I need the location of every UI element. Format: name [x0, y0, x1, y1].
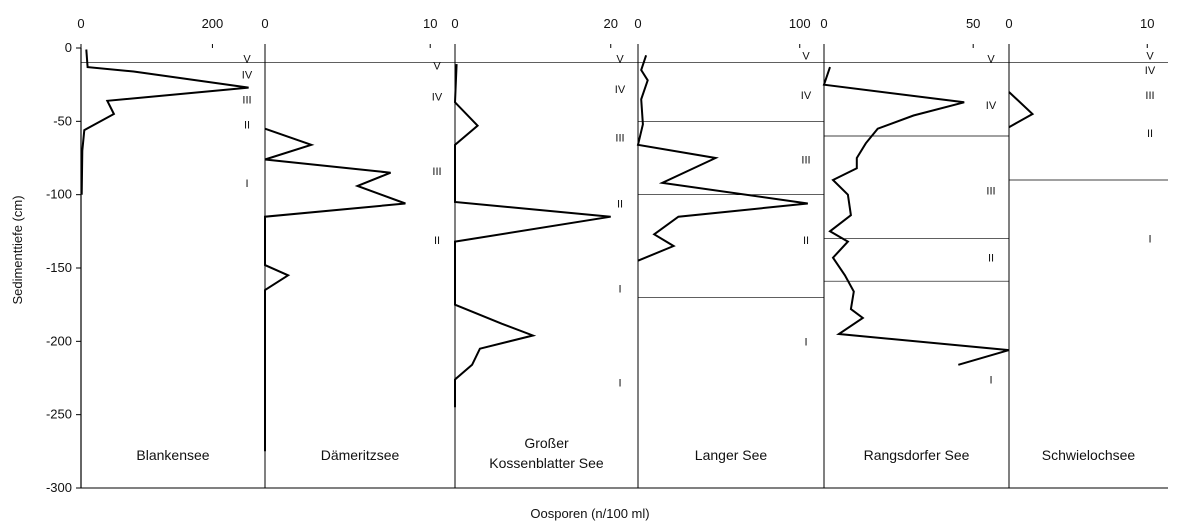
zone-label: II: [244, 119, 250, 131]
zone-label: IV: [1145, 65, 1156, 77]
zone-label: I: [245, 178, 248, 190]
lake-name: Schwielochsee: [1042, 447, 1136, 463]
lake-name: Rangsdorfer See: [864, 447, 970, 463]
zone-label: IV: [801, 90, 812, 102]
zone-label: V: [1146, 50, 1154, 62]
zone-label: II: [434, 235, 440, 247]
zone-label: III: [432, 166, 441, 178]
zone-label: IV: [242, 69, 253, 81]
zone-label: IV: [615, 84, 626, 96]
x-tick-label: 0: [634, 16, 641, 31]
zone-label: V: [243, 53, 251, 65]
zone-label: II: [1147, 128, 1153, 140]
zone-label: IV: [432, 91, 443, 103]
lake-name: Dämeritzsee: [321, 447, 400, 463]
data-line: [824, 67, 1009, 365]
y-tick-label: -150: [46, 260, 72, 275]
zone-label: V: [802, 50, 810, 62]
y-axis: 0 -50 -100 -150 -200 -250 -300: [46, 40, 1168, 495]
y-tick-label: -250: [46, 407, 72, 422]
zone-label: IV: [986, 100, 997, 112]
x-tick-label: 0: [820, 16, 827, 31]
zone-label: V: [616, 53, 624, 65]
x-tick-label: 0: [1005, 16, 1012, 31]
data-line: [82, 50, 249, 195]
data-line: [1009, 92, 1033, 127]
y-tick-label: -100: [46, 187, 72, 202]
zone-label: III: [986, 185, 995, 197]
zone-label: II: [617, 198, 623, 210]
y-tick-label: -200: [46, 333, 72, 348]
x-tick-label: 10: [423, 16, 437, 31]
x-axis-title: Oosporen (n/100 ml): [530, 506, 649, 521]
x-tick-label: 100: [789, 16, 811, 31]
zone-label: V: [433, 61, 441, 73]
x-tick-label: 200: [202, 16, 224, 31]
zone-label: I: [618, 284, 621, 296]
x-tick-label: 20: [604, 16, 618, 31]
x-tick-label: 0: [261, 16, 268, 31]
x-tick-label: 0: [451, 16, 458, 31]
lake-name: Blankensee: [136, 447, 209, 463]
zone-label: I: [1148, 234, 1151, 246]
zone-label: III: [801, 154, 810, 166]
zone-label: III: [242, 94, 251, 106]
zone-label: I: [618, 377, 621, 389]
data-line: [638, 55, 808, 260]
y-axis-title: Sedimenttiefe (cm): [10, 195, 25, 304]
x-tick-label: 0: [77, 16, 84, 31]
lake-name: Langer See: [695, 447, 768, 463]
y-tick-label: 0: [65, 40, 72, 55]
zone-label: I: [804, 336, 807, 348]
zone-label: II: [988, 253, 994, 265]
zone-label: I: [989, 374, 992, 386]
zone-label: III: [1145, 90, 1154, 102]
zone-label: II: [803, 235, 809, 247]
data-line: [455, 64, 611, 407]
lake-name: Großer Kossenblatter See: [489, 435, 604, 471]
zone-label: V: [987, 53, 995, 65]
y-tick-label: -300: [46, 480, 72, 495]
y-tick-label: -50: [53, 113, 72, 128]
zone-label: III: [615, 132, 624, 144]
data-line: [265, 129, 405, 452]
x-tick-label: 50: [966, 16, 980, 31]
x-tick-label: 10: [1140, 16, 1154, 31]
